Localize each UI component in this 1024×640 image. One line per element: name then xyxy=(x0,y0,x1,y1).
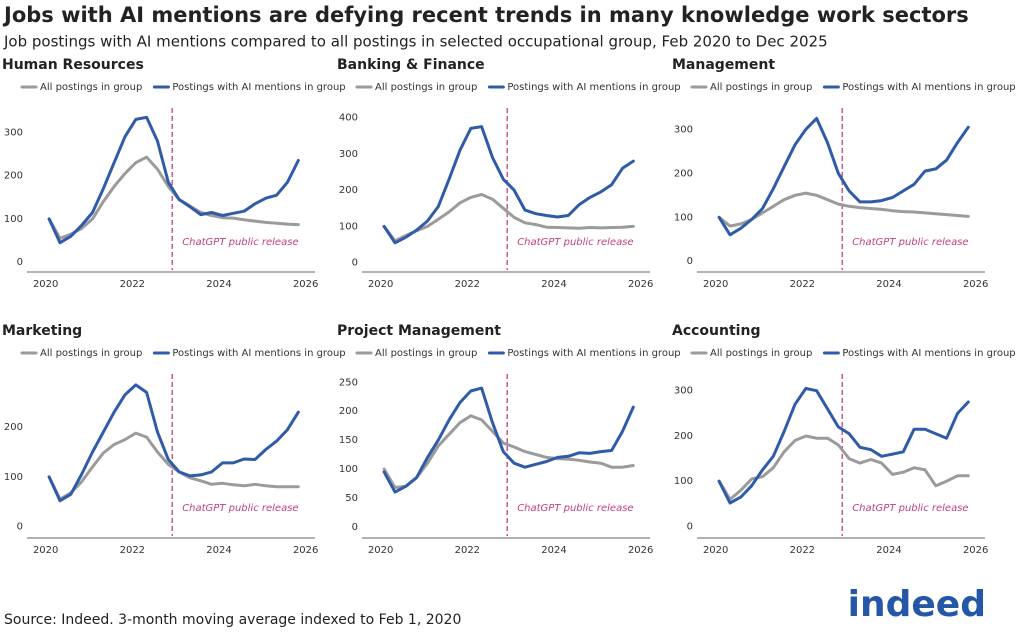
x-tick-label: 2024 xyxy=(206,545,231,556)
x-tick-label: 2024 xyxy=(876,545,901,556)
panel-title: Human Resources xyxy=(2,57,144,73)
series-line xyxy=(382,193,635,243)
y-tick-label: 300 xyxy=(339,149,358,160)
annotation-label: ChatGPT public release xyxy=(182,503,298,514)
legend-label: Postings with AI mentions in group xyxy=(172,82,345,93)
y-tick-label: 200 xyxy=(339,185,358,196)
y-tick-label: 200 xyxy=(4,171,23,182)
y-tick-label: 0 xyxy=(687,521,693,532)
source-note: Source: Indeed. 3-month moving average i… xyxy=(4,612,461,628)
x-tick-label: 2020 xyxy=(368,279,393,290)
legend-label: All postings in group xyxy=(40,348,142,359)
x-tick-label: 2026 xyxy=(963,545,988,556)
y-tick-label: 300 xyxy=(674,386,693,397)
series-line xyxy=(382,414,635,489)
logo: indeed xyxy=(848,584,986,625)
y-tick-label: 200 xyxy=(674,431,693,442)
x-tick-label: 2020 xyxy=(368,545,393,556)
y-tick-label: 100 xyxy=(674,212,693,223)
x-tick-label: 2024 xyxy=(541,279,566,290)
panel-title: Marketing xyxy=(2,323,82,339)
y-tick-label: 150 xyxy=(339,435,358,446)
x-tick-label: 2024 xyxy=(206,279,231,290)
y-tick-label: 0 xyxy=(352,258,358,269)
series-line xyxy=(382,386,635,494)
y-tick-label: 300 xyxy=(674,124,693,135)
page-title: Jobs with AI mentions are defying recent… xyxy=(2,3,969,27)
x-tick-label: 2020 xyxy=(33,545,58,556)
y-tick-label: 100 xyxy=(674,476,693,487)
series-line xyxy=(717,116,970,237)
y-tick-label: 250 xyxy=(339,377,358,388)
x-tick-label: 2026 xyxy=(628,545,653,556)
x-tick-label: 2026 xyxy=(963,279,988,290)
y-tick-label: 400 xyxy=(339,113,358,124)
series-line xyxy=(717,387,970,505)
y-tick-label: 100 xyxy=(4,472,23,483)
y-tick-label: 200 xyxy=(4,422,23,433)
series-line xyxy=(47,383,300,503)
x-tick-label: 2026 xyxy=(293,545,318,556)
y-tick-label: 0 xyxy=(17,522,23,533)
panel-title: Banking & Finance xyxy=(337,57,485,73)
y-tick-label: 200 xyxy=(674,168,693,179)
page-subtitle: Job postings with AI mentions compared t… xyxy=(3,33,828,51)
x-tick-label: 2022 xyxy=(120,545,145,556)
series-line xyxy=(717,191,970,228)
annotation-label: ChatGPT public release xyxy=(852,503,968,514)
legend-label: Postings with AI mentions in group xyxy=(842,348,1015,359)
series-line xyxy=(47,155,300,240)
annotation-label: ChatGPT public release xyxy=(852,237,968,248)
panel-title: Accounting xyxy=(672,323,760,339)
x-tick-label: 2026 xyxy=(628,279,653,290)
x-tick-label: 2022 xyxy=(790,545,815,556)
annotation-label: ChatGPT public release xyxy=(182,237,298,248)
legend-label: All postings in group xyxy=(710,82,812,93)
legend-label: All postings in group xyxy=(375,82,477,93)
x-tick-label: 2020 xyxy=(703,545,728,556)
y-tick-label: 0 xyxy=(687,256,693,267)
y-tick-label: 200 xyxy=(339,406,358,417)
series-line xyxy=(382,125,635,245)
x-tick-label: 2020 xyxy=(33,279,58,290)
x-tick-label: 2022 xyxy=(120,279,145,290)
x-tick-label: 2026 xyxy=(293,279,318,290)
series-line xyxy=(717,434,970,501)
legend-label: All postings in group xyxy=(710,348,812,359)
annotation-label: ChatGPT public release xyxy=(517,237,633,248)
series-line xyxy=(47,115,300,245)
x-tick-label: 2022 xyxy=(455,545,480,556)
x-tick-label: 2024 xyxy=(541,545,566,556)
annotation-label: ChatGPT public release xyxy=(517,503,633,514)
x-tick-label: 2024 xyxy=(876,279,901,290)
y-tick-label: 100 xyxy=(339,464,358,475)
y-tick-label: 50 xyxy=(345,493,358,504)
y-tick-label: 300 xyxy=(4,127,23,138)
y-tick-label: 100 xyxy=(339,221,358,232)
x-tick-label: 2022 xyxy=(790,279,815,290)
legend-label: Postings with AI mentions in group xyxy=(172,348,345,359)
panel-title: Project Management xyxy=(337,323,501,339)
series-line xyxy=(47,431,300,501)
y-tick-label: 0 xyxy=(352,522,358,533)
x-tick-label: 2022 xyxy=(455,279,480,290)
x-tick-label: 2020 xyxy=(703,279,728,290)
y-tick-label: 100 xyxy=(4,214,23,225)
y-tick-label: 0 xyxy=(17,257,23,268)
legend-label: All postings in group xyxy=(40,82,142,93)
legend-label: Postings with AI mentions in group xyxy=(507,348,680,359)
legend-label: Postings with AI mentions in group xyxy=(507,82,680,93)
legend-label: Postings with AI mentions in group xyxy=(842,82,1015,93)
legend-label: All postings in group xyxy=(375,348,477,359)
panel-title: Management xyxy=(672,57,775,73)
